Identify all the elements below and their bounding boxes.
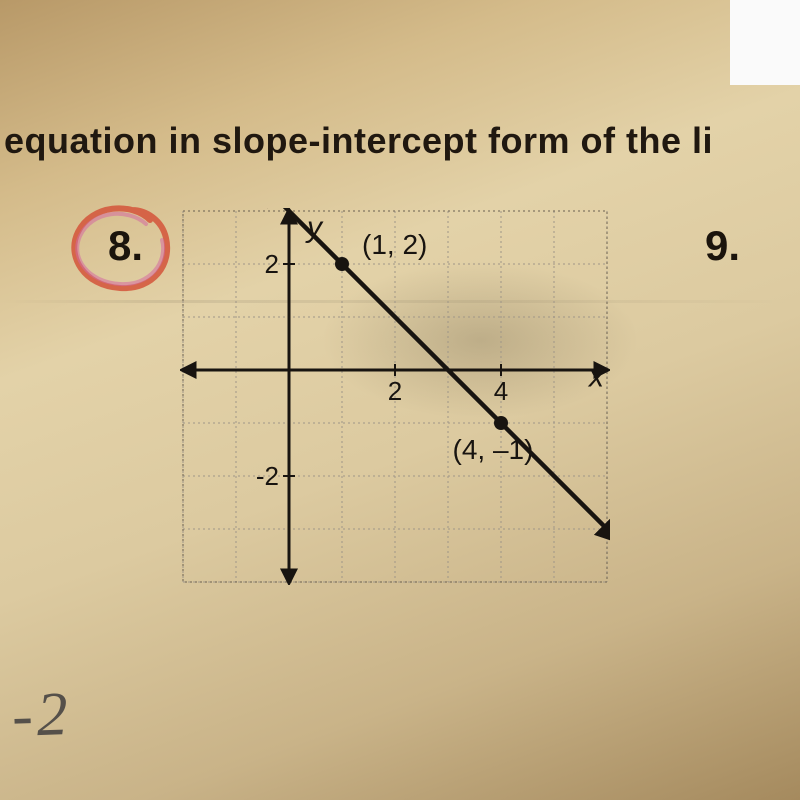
problem-8-number: 8. [108, 222, 143, 270]
page-edge [730, 0, 800, 85]
problem-9-number: 9. [705, 222, 740, 270]
handwritten-note: -2 [11, 679, 73, 752]
section-heading: equation in slope-intercept form of the … [0, 120, 800, 162]
svg-text:2: 2 [265, 249, 279, 279]
coordinate-graph: 2 4 2 -2 y x (1, 2) (4, –1) [180, 208, 610, 585]
graph-container: 2 4 2 -2 y x (1, 2) (4, –1) [180, 208, 610, 588]
svg-text:(1, 2): (1, 2) [362, 229, 427, 260]
svg-text:y: y [305, 211, 324, 244]
page: equation in slope-intercept form of the … [0, 0, 800, 800]
svg-text:2: 2 [388, 376, 402, 406]
svg-text:(4, –1): (4, –1) [453, 434, 534, 465]
svg-text:-2: -2 [256, 461, 279, 491]
svg-text:4: 4 [494, 376, 508, 406]
svg-text:x: x [587, 361, 605, 394]
